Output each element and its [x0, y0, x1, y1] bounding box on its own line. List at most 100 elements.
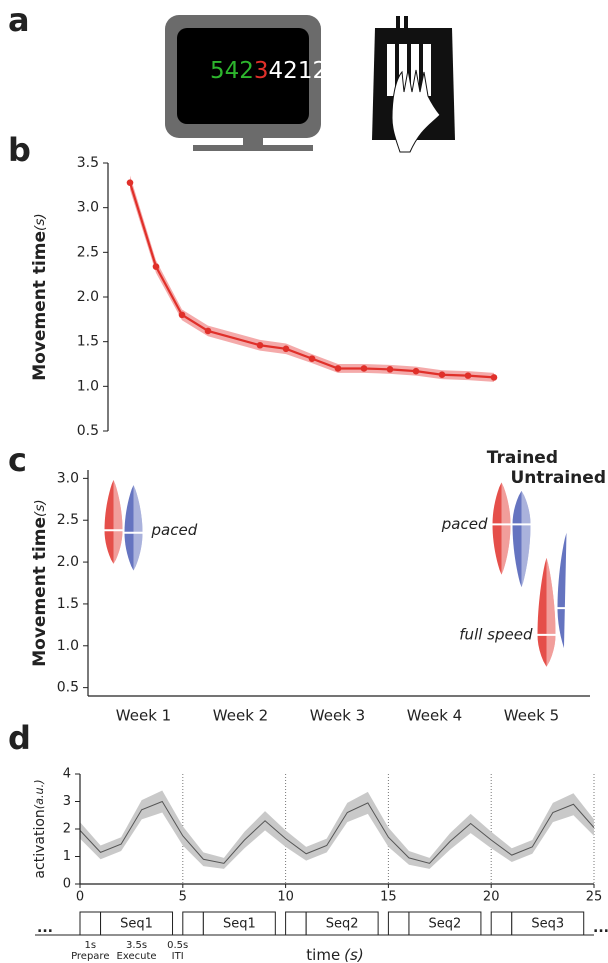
y-tick-label: 0.5 — [57, 680, 79, 696]
panel-label: a — [8, 1, 30, 39]
monitor-screen — [177, 28, 309, 124]
y-tick-label: 4 — [63, 767, 71, 782]
y-tick-label: 1.0 — [77, 378, 99, 394]
x-axis-label-unit: (s) — [344, 946, 364, 963]
phase-name: Prepare — [71, 951, 109, 962]
phase-duration: 1s — [84, 940, 96, 951]
phase-duration: 3.5s — [126, 940, 147, 951]
panel-label: c — [8, 441, 27, 479]
x-tick-label: 20 — [483, 890, 500, 905]
prepare-box — [79, 911, 102, 936]
point — [152, 263, 160, 270]
phase-name: ITI — [172, 951, 184, 962]
y-tick-label: 3.5 — [77, 155, 99, 171]
point — [126, 179, 134, 186]
key — [423, 44, 431, 96]
execute-box — [511, 911, 585, 936]
trial-label: Seq1 — [223, 917, 256, 932]
key — [387, 44, 395, 96]
digit-segment: 42125 — [269, 58, 342, 84]
violin — [512, 490, 531, 588]
hand — [391, 69, 441, 153]
y-axis-label: Movement time(s) — [30, 499, 50, 667]
monitor — [165, 15, 321, 151]
prepare-box — [182, 911, 204, 936]
y-tick-label: 3.0 — [77, 200, 99, 216]
point — [464, 372, 472, 379]
keyboard-tab — [404, 16, 408, 30]
trial-label: Seq2 — [429, 917, 462, 932]
trial-label: Seq1 — [120, 917, 153, 932]
x-axis-label: time (s) — [306, 946, 363, 963]
point — [204, 327, 212, 335]
execute-box — [408, 911, 482, 936]
x-tick-label: 0 — [76, 890, 84, 905]
violin-half — [546, 557, 556, 667]
x-tick-label: Week 5 — [504, 707, 559, 725]
violin-half — [521, 490, 531, 588]
ellipsis: ... — [37, 920, 53, 936]
keyboard-tab — [396, 16, 400, 30]
violin — [104, 480, 123, 564]
y-axis-label-text: Movement time — [30, 231, 50, 381]
key — [411, 44, 419, 96]
y-tick-label: 2 — [63, 822, 71, 837]
y-tick-label: 1 — [63, 849, 71, 864]
line — [128, 182, 495, 379]
y-tick-label: 2.5 — [57, 512, 79, 528]
y-tick-label: 0.5 — [77, 423, 99, 439]
x-tick-label: Week 2 — [213, 707, 268, 725]
y-tick-label: 0 — [63, 877, 71, 892]
x-tick-label: 5 — [179, 890, 187, 905]
y-axis-label: activation(a.u.) — [32, 779, 48, 878]
violin-half — [133, 485, 143, 571]
trial-label: Seq3 — [531, 917, 564, 932]
prepare-box — [490, 911, 513, 936]
violin — [537, 557, 556, 667]
y-tick-label: 2.0 — [57, 554, 79, 570]
prepare-box — [285, 911, 307, 936]
annotation: full speed — [459, 625, 533, 643]
y-axis-label-text: Movement time — [30, 517, 50, 667]
point — [490, 374, 498, 381]
y-tick-label: 3 — [63, 794, 71, 809]
ellipsis: ... — [593, 920, 608, 936]
execute-box — [100, 911, 174, 936]
violin-half — [566, 532, 576, 649]
x-tick-label: 25 — [586, 890, 603, 905]
x-axis-label-text: time — [306, 946, 340, 963]
digit-segment: 3 — [254, 58, 269, 84]
violin-half — [501, 482, 511, 575]
violin — [557, 532, 567, 649]
x-tick-label: 10 — [277, 890, 294, 905]
x-tick-label: 15 — [380, 890, 397, 905]
panel-label: d — [8, 719, 31, 757]
point — [438, 371, 446, 379]
violin-half — [113, 480, 123, 564]
point — [386, 366, 394, 373]
execute-box — [305, 911, 379, 936]
point — [334, 365, 342, 372]
y-tick-label: 1.0 — [57, 638, 79, 654]
x-tick-label: Week 4 — [407, 707, 462, 725]
prepare-box — [387, 911, 410, 936]
digit-display: 542342125 — [210, 58, 342, 84]
phase-duration: 0.5s — [167, 940, 188, 951]
y-axis-label-text: activation — [32, 809, 48, 878]
point — [256, 341, 264, 349]
point — [308, 355, 316, 362]
y-axis-label-unit: (s) — [32, 213, 48, 231]
y-tick-label: 2.5 — [77, 244, 99, 260]
y-tick-label: 1.5 — [77, 334, 99, 350]
point — [360, 365, 368, 372]
annotation: paced — [441, 515, 488, 533]
error-band — [130, 175, 494, 382]
phase-name: Execute — [117, 951, 157, 962]
trial-label: Seq2 — [326, 917, 359, 932]
x-tick-label: Week 1 — [116, 707, 171, 725]
execute-box — [202, 911, 276, 936]
monitor-neck — [243, 137, 263, 145]
annotation: paced — [151, 521, 198, 539]
